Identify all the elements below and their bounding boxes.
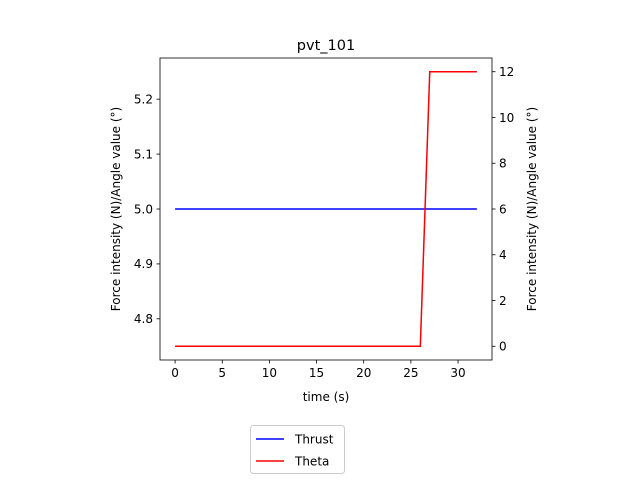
- y-right-tick-label: 10: [499, 111, 514, 125]
- chart-title: pvt_101: [297, 38, 355, 54]
- legend-label-thrust: Thrust: [294, 432, 334, 446]
- x-tick-label: 20: [356, 366, 371, 380]
- y-left-tick-label: 5.2: [134, 92, 153, 106]
- plot-area: 0 5 10 15 20 25 30 4.8 4.9 5.0 5.1 5.2 0 2 4 6 8 10 12: [134, 57, 514, 380]
- x-tick-label: 5: [218, 366, 226, 380]
- legend-label-theta: Theta: [294, 454, 329, 468]
- x-tick-label: 0: [171, 366, 179, 380]
- x-tick-label: 30: [450, 366, 465, 380]
- y-right-tick-label: 8: [499, 157, 507, 171]
- y-right-tick-label: 2: [499, 294, 507, 308]
- x-tick-label: 25: [403, 366, 418, 380]
- x-tick-label: 15: [309, 366, 324, 380]
- y-left-tick-label: 4.8: [134, 312, 153, 326]
- x-axis-label: time (s): [303, 390, 350, 404]
- y-right-tick-label: 0: [499, 340, 507, 354]
- series-line-theta: [175, 70, 477, 348]
- y-left-tick-label: 5.0: [134, 202, 153, 216]
- x-tick-label: 10: [262, 366, 277, 380]
- y-left-tick-label: 4.9: [134, 257, 153, 271]
- y-axis-label-left: Force intensity (N)/Angle value (°): [109, 107, 123, 311]
- y-axis-label-right: Force intensity (N)/Angle value (°): [525, 107, 539, 311]
- y-right-tick-label: 4: [499, 248, 507, 262]
- y-left-tick-label: 5.1: [134, 147, 153, 161]
- y-right-tick-label: 12: [499, 65, 514, 79]
- y-right-tick-label: 6: [499, 202, 507, 216]
- legend: Thrust Theta: [250, 425, 345, 474]
